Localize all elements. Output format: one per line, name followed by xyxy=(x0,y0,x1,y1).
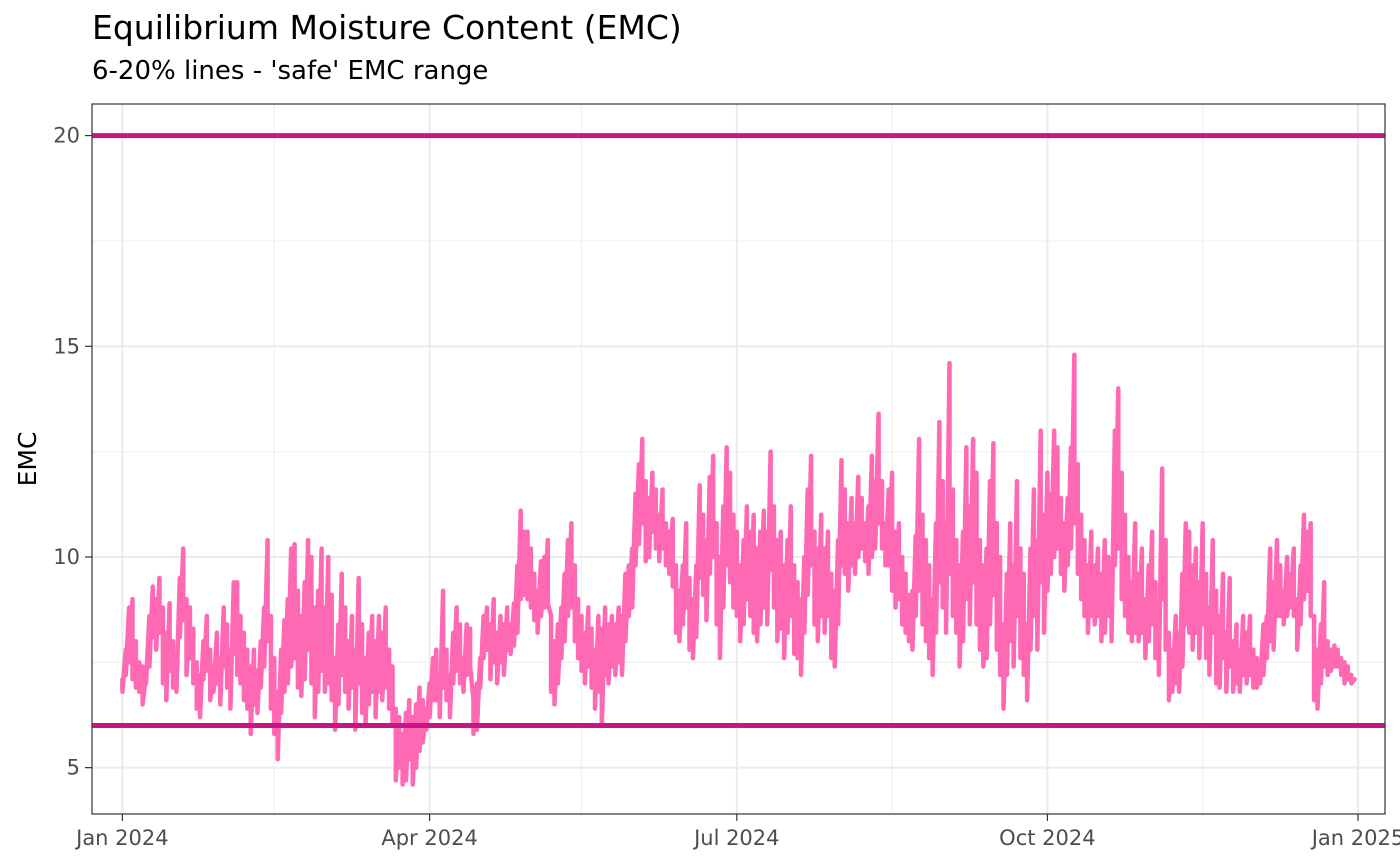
y-tick-label: 15 xyxy=(53,334,80,358)
y-axis: 5 10 15 20 xyxy=(53,124,92,780)
x-tick-label: Jan 2024 xyxy=(74,826,169,850)
chart-title: Equilibrium Moisture Content (EMC) xyxy=(92,8,682,47)
y-axis-title: EMC xyxy=(13,432,42,487)
x-axis: Jan 2024 Apr 2024 Jul 2024 Oct 2024 Jan 2025 xyxy=(74,814,1400,850)
emc-series-line xyxy=(120,352,1357,787)
series-layer xyxy=(120,352,1357,787)
x-tick-label: Jul 2024 xyxy=(692,826,779,850)
chart-subtitle: 6-20% lines - 'safe' EMC range xyxy=(92,56,489,86)
y-tick-label: 10 xyxy=(53,545,80,569)
reference-lines xyxy=(92,133,1385,729)
y-tick-label: 20 xyxy=(53,124,80,148)
plot-border xyxy=(91,103,1386,815)
y-tick-label: 5 xyxy=(67,756,80,780)
x-tick-label: Oct 2024 xyxy=(999,826,1095,850)
x-tick-label: Apr 2024 xyxy=(381,826,477,850)
plot-background xyxy=(92,104,1385,814)
x-tick-label: Jan 2025 xyxy=(1310,826,1400,850)
